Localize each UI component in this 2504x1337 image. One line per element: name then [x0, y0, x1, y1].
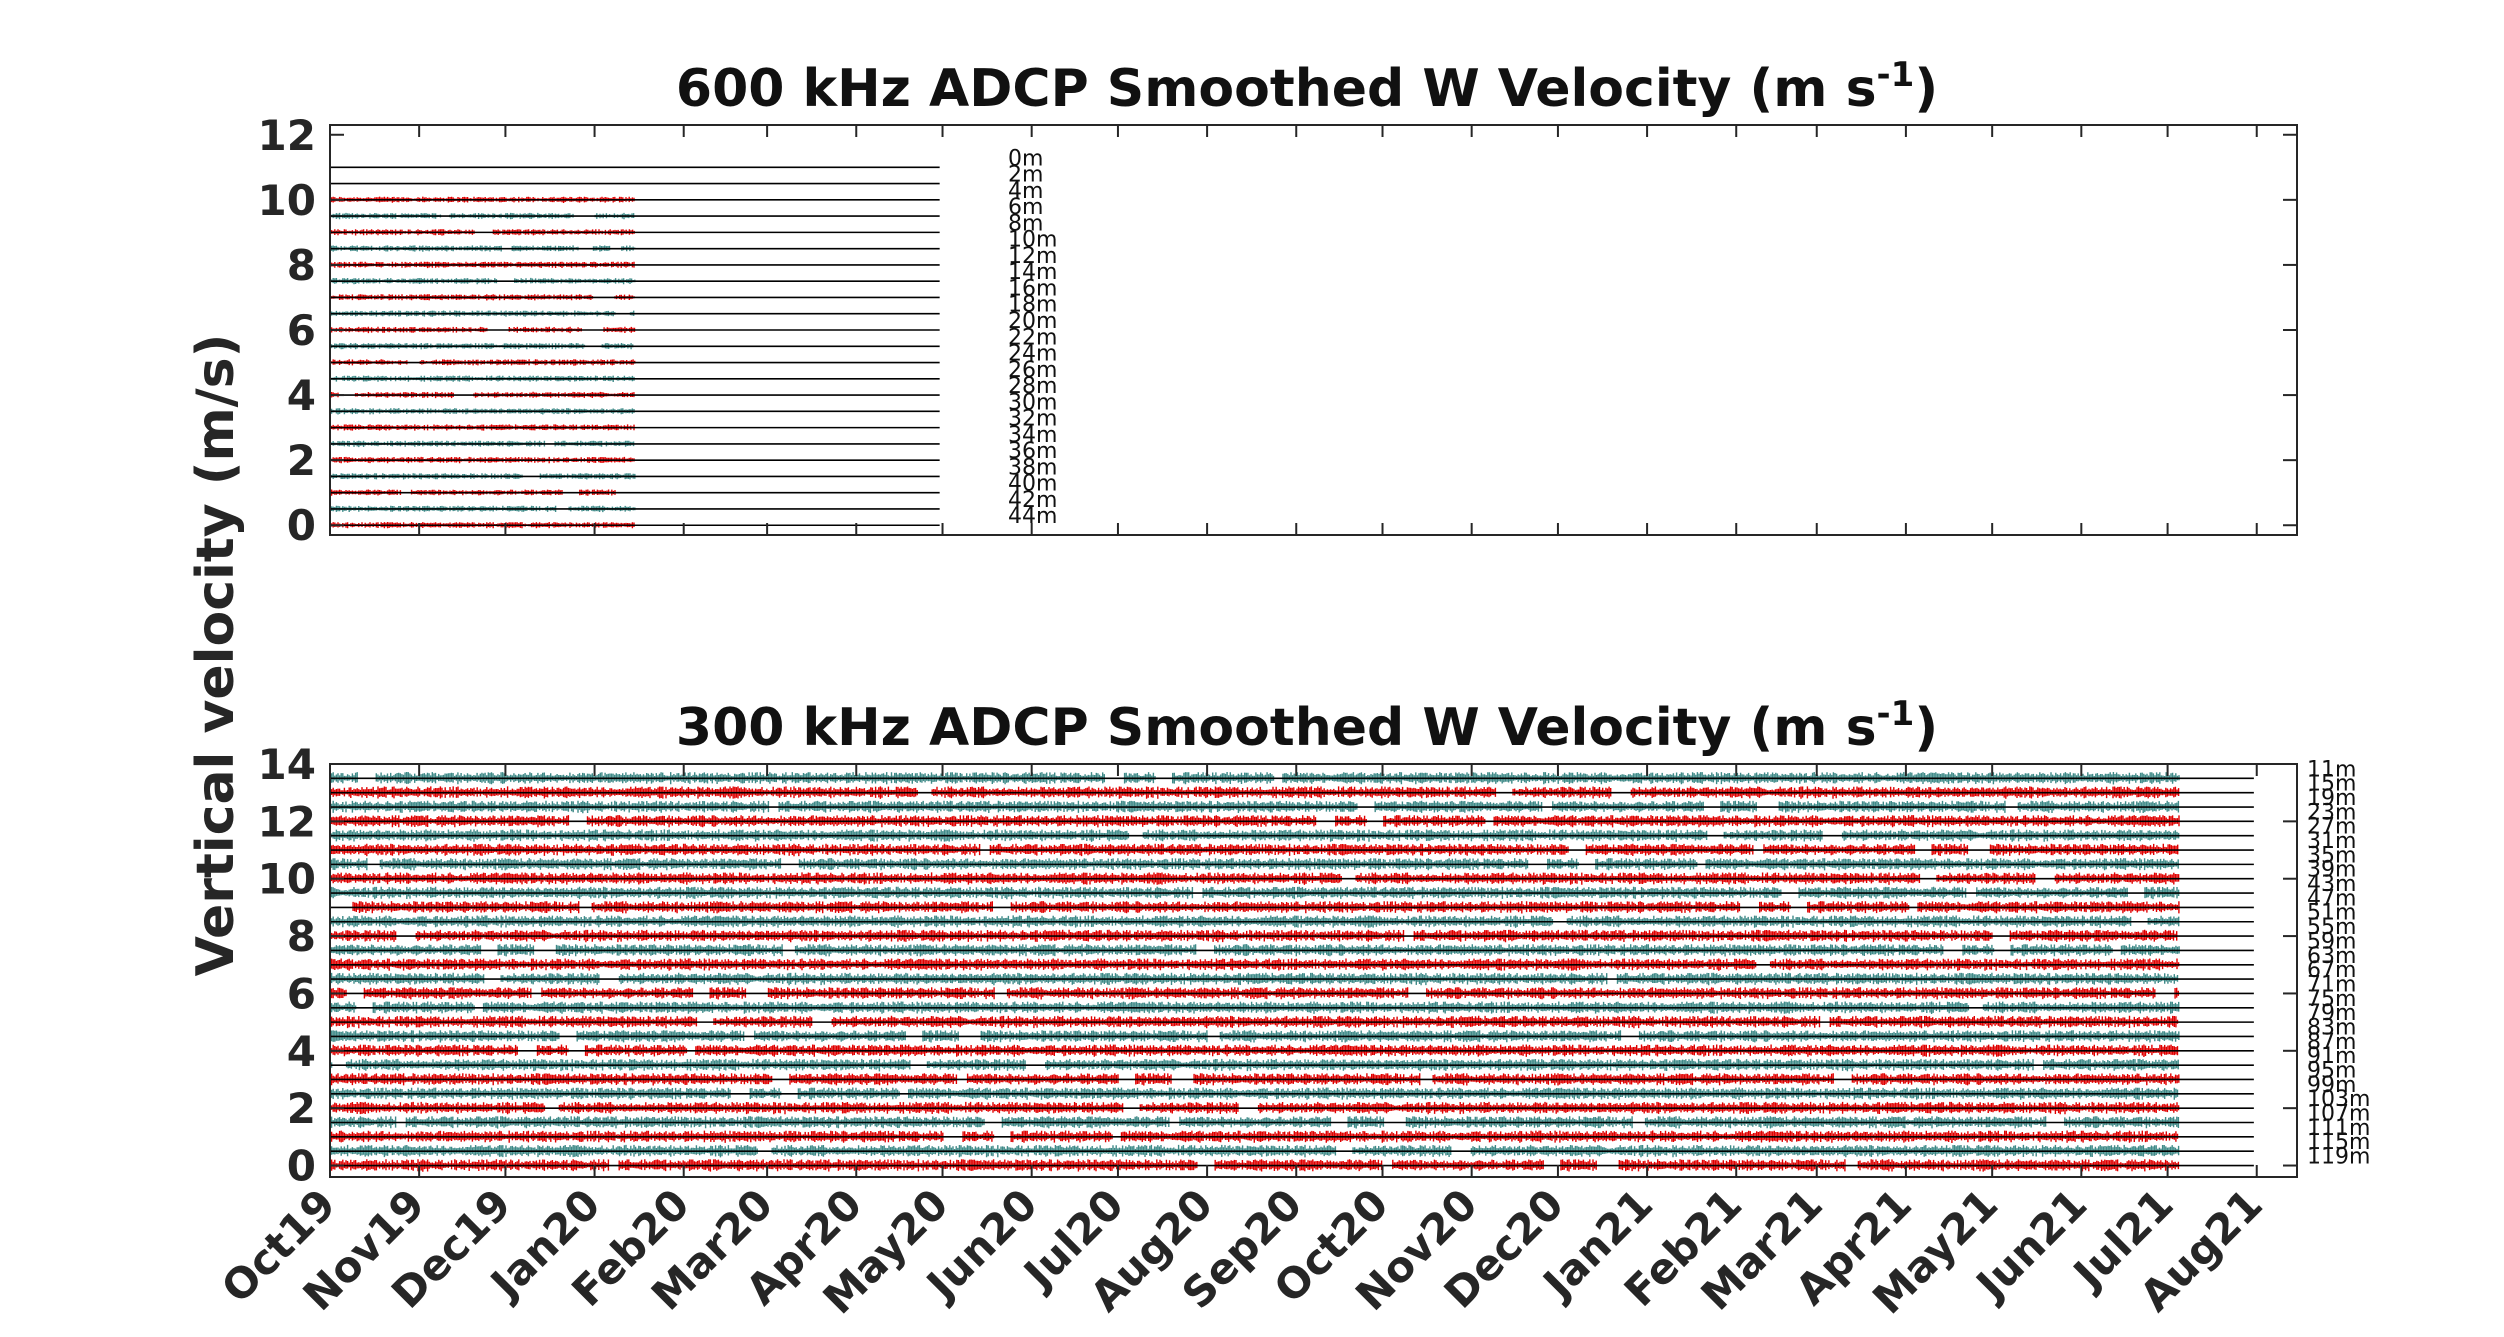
depth-label-99m: 99m [2307, 1073, 2356, 1098]
depth-label-51m: 51m [2307, 901, 2356, 926]
y-tick-label: 14 [258, 740, 316, 789]
depth-label-24m: 24m [1008, 342, 1057, 367]
y-tick-label: 6 [287, 969, 316, 1018]
y-tick-label: 4 [287, 1027, 316, 1076]
y-tick-label: 4 [287, 371, 316, 420]
depth-label-107m: 107m [2307, 1102, 2370, 1127]
y-tick-label: 2 [287, 436, 316, 485]
title-main: 300 kHz ADCP Smoothed W Velocity (m s [676, 698, 1877, 758]
depth-label-22m: 22m [1008, 325, 1057, 350]
title-close: ) [1914, 59, 1938, 119]
title-main: 600 kHz ADCP Smoothed W Velocity (m s [676, 59, 1877, 119]
chart-300khz: 300 kHz ADCP Smoothed W Velocity (m s-1)… [212, 694, 2370, 1323]
depth-label-95m: 95m [2307, 1058, 2356, 1083]
depth-label-83m: 83m [2307, 1015, 2356, 1040]
depth-label-31m: 31m [2307, 829, 2356, 854]
chart-title-300khz: 300 kHz ADCP Smoothed W Velocity (m s-1) [676, 694, 1938, 758]
depth-label-67m: 67m [2307, 958, 2356, 983]
depth-label-47m: 47m [2307, 886, 2356, 911]
depth-label-16m: 16m [1008, 276, 1057, 301]
depth-label-38m: 38m [1008, 455, 1057, 480]
depth-label-30m: 30m [1008, 390, 1057, 415]
depth-label-87m: 87m [2307, 1030, 2356, 1055]
depth-label-111m: 111m [2307, 1116, 2370, 1141]
y-axis-label: Vertical velocity (m/s) [186, 334, 246, 977]
y-tick-label: 12 [258, 111, 316, 160]
y-tick-label: 10 [258, 855, 316, 904]
depth-label-4m: 4m [1008, 179, 1043, 204]
y-tick-label: 8 [287, 241, 316, 290]
depth-label-71m: 71m [2307, 972, 2356, 997]
depth-label-63m: 63m [2307, 944, 2356, 969]
depth-label-43m: 43m [2307, 872, 2356, 897]
depth-label-44m: 44m [1008, 504, 1057, 529]
depth-label-27m: 27m [2307, 815, 2356, 840]
depth-label-59m: 59m [2307, 929, 2356, 954]
depth-label-34m: 34m [1008, 423, 1057, 448]
y-tick-label: 6 [287, 306, 316, 355]
depth-label-75m: 75m [2307, 987, 2356, 1012]
depth-label-32m: 32m [1008, 407, 1057, 432]
y-tick-label: 8 [287, 912, 316, 961]
chart-600khz: 600 kHz ADCP Smoothed W Velocity (m s-1)… [258, 55, 2298, 550]
title-close: ) [1914, 698, 1938, 758]
depth-label-14m: 14m [1008, 260, 1057, 285]
depth-label-40m: 40m [1008, 472, 1057, 497]
depth-label-10m: 10m [1008, 228, 1057, 253]
chart-title-600khz: 600 kHz ADCP Smoothed W Velocity (m s-1) [676, 55, 1938, 119]
depth-label-0m: 0m [1008, 146, 1043, 171]
depth-label-91m: 91m [2307, 1044, 2356, 1069]
depth-label-15m: 15m [2307, 772, 2356, 797]
y-tick-label: 12 [258, 797, 316, 846]
depth-label-35m: 35m [2307, 843, 2356, 868]
title-exponent: -1 [1877, 694, 1915, 734]
depth-label-26m: 26m [1008, 358, 1057, 383]
depth-label-103m: 103m [2307, 1087, 2370, 1112]
title-exponent: -1 [1877, 55, 1915, 95]
depth-label-115m: 115m [2307, 1130, 2370, 1155]
depth-label-19m: 19m [2307, 786, 2356, 811]
depth-label-42m: 42m [1008, 488, 1057, 513]
depth-label-28m: 28m [1008, 374, 1057, 399]
depth-label-20m: 20m [1008, 309, 1057, 334]
y-tick-label: 10 [258, 176, 316, 225]
depth-label-23m: 23m [2307, 800, 2356, 825]
depth-label-8m: 8m [1008, 211, 1043, 236]
depth-label-119m: 119m [2307, 1145, 2370, 1170]
y-tick-label: 0 [287, 501, 316, 550]
depth-label-11m: 11m [2307, 757, 2356, 782]
axes-box [329, 763, 2298, 1178]
depth-label-36m: 36m [1008, 439, 1057, 464]
depth-label-18m: 18m [1008, 293, 1057, 318]
y-tick-label: 0 [287, 1142, 316, 1191]
depth-label-55m: 55m [2307, 915, 2356, 940]
depth-label-6m: 6m [1008, 195, 1043, 220]
depth-label-12m: 12m [1008, 244, 1057, 269]
depth-label-2m: 2m [1008, 163, 1043, 188]
depth-label-79m: 79m [2307, 1001, 2356, 1026]
y-tick-label: 2 [287, 1084, 316, 1133]
depth-label-39m: 39m [2307, 858, 2356, 883]
